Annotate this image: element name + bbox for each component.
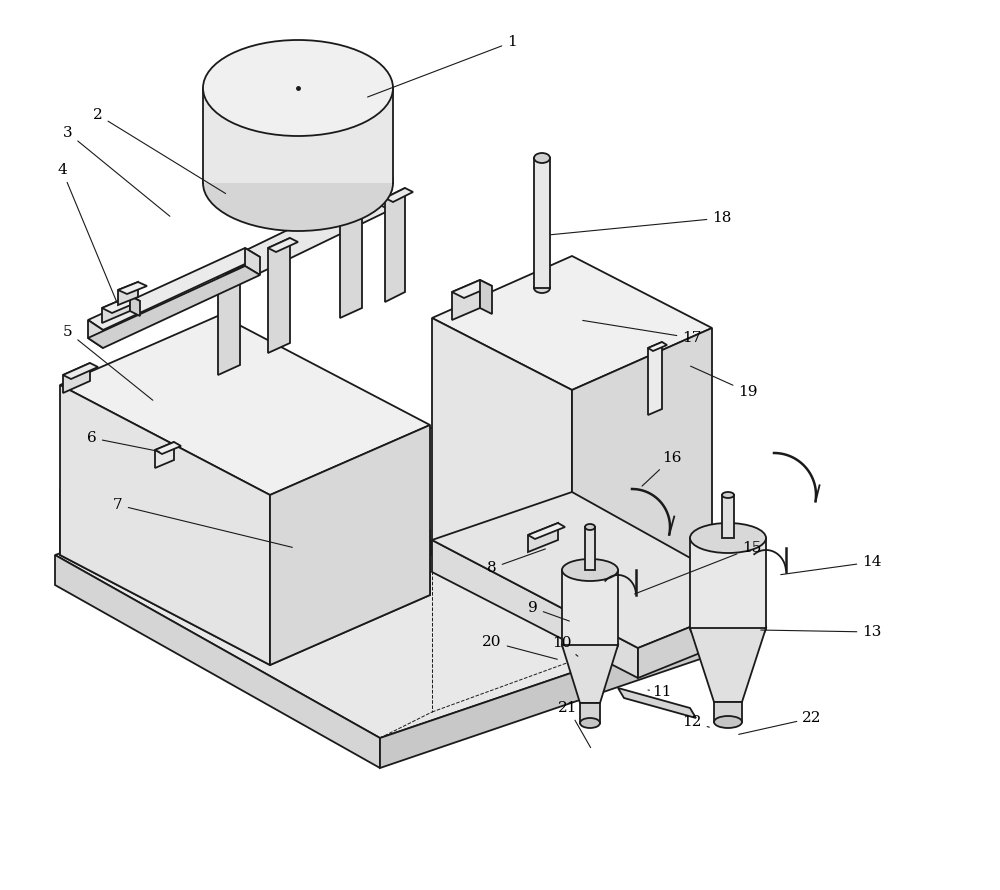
Polygon shape (203, 88, 393, 183)
Text: 15: 15 (635, 541, 762, 594)
Ellipse shape (690, 613, 766, 643)
Text: 9: 9 (528, 601, 569, 621)
Polygon shape (88, 320, 103, 348)
Ellipse shape (580, 718, 600, 728)
Polygon shape (340, 205, 370, 219)
Polygon shape (102, 296, 140, 313)
Text: 7: 7 (113, 498, 292, 547)
Polygon shape (60, 315, 430, 495)
Ellipse shape (534, 283, 550, 293)
Polygon shape (102, 296, 130, 323)
Ellipse shape (562, 634, 618, 656)
Polygon shape (432, 492, 762, 648)
Polygon shape (528, 523, 565, 539)
Text: 4: 4 (57, 163, 117, 303)
Polygon shape (155, 442, 181, 454)
Text: 2: 2 (93, 108, 226, 193)
Ellipse shape (714, 716, 742, 728)
Ellipse shape (203, 40, 393, 136)
Polygon shape (690, 628, 766, 702)
Text: 13: 13 (761, 625, 882, 639)
Text: 16: 16 (642, 451, 682, 486)
Polygon shape (528, 523, 558, 552)
Text: 11: 11 (648, 685, 672, 699)
Polygon shape (432, 318, 572, 627)
Polygon shape (88, 248, 260, 330)
Polygon shape (648, 342, 662, 415)
Polygon shape (618, 688, 696, 718)
Ellipse shape (722, 492, 734, 498)
Text: 1: 1 (368, 35, 517, 97)
Polygon shape (722, 495, 734, 538)
Text: 20: 20 (482, 635, 557, 659)
Text: 8: 8 (487, 549, 545, 575)
Polygon shape (155, 442, 174, 468)
Polygon shape (268, 238, 290, 353)
Ellipse shape (562, 559, 618, 581)
Text: 21: 21 (558, 701, 591, 748)
Polygon shape (452, 280, 492, 298)
Polygon shape (88, 266, 260, 348)
Polygon shape (562, 645, 618, 703)
Polygon shape (534, 158, 550, 288)
Text: 12: 12 (682, 715, 709, 729)
Polygon shape (480, 280, 492, 314)
Polygon shape (55, 425, 762, 738)
Text: 14: 14 (781, 555, 882, 575)
Polygon shape (585, 527, 595, 570)
Polygon shape (380, 608, 762, 768)
Polygon shape (714, 702, 742, 722)
Text: 6: 6 (87, 431, 159, 451)
Polygon shape (118, 282, 147, 294)
Text: 5: 5 (63, 325, 153, 400)
Polygon shape (268, 238, 298, 252)
Polygon shape (638, 598, 762, 678)
Polygon shape (245, 248, 260, 275)
Polygon shape (63, 363, 90, 393)
Polygon shape (130, 296, 140, 316)
Polygon shape (385, 188, 405, 302)
Polygon shape (648, 342, 667, 351)
Polygon shape (340, 205, 362, 318)
Polygon shape (60, 420, 430, 600)
Polygon shape (690, 538, 766, 628)
Polygon shape (572, 328, 712, 627)
Polygon shape (60, 490, 270, 665)
Ellipse shape (690, 523, 766, 553)
Polygon shape (385, 188, 413, 202)
Polygon shape (218, 260, 248, 274)
Polygon shape (562, 570, 618, 645)
Text: 10: 10 (552, 636, 578, 656)
Polygon shape (205, 195, 390, 285)
Polygon shape (432, 540, 638, 678)
Polygon shape (452, 280, 480, 320)
Ellipse shape (534, 153, 550, 163)
Polygon shape (580, 703, 600, 723)
Polygon shape (270, 425, 430, 665)
Text: 17: 17 (583, 320, 702, 345)
Polygon shape (432, 256, 712, 390)
Ellipse shape (203, 135, 393, 231)
Text: 22: 22 (739, 711, 822, 734)
Polygon shape (55, 555, 380, 768)
Polygon shape (63, 363, 98, 379)
Text: 18: 18 (551, 211, 732, 235)
Text: 3: 3 (63, 126, 170, 216)
Ellipse shape (585, 524, 595, 530)
Polygon shape (270, 530, 430, 665)
Text: 19: 19 (691, 366, 758, 399)
Polygon shape (218, 260, 240, 375)
Polygon shape (60, 385, 270, 665)
Polygon shape (118, 282, 138, 305)
